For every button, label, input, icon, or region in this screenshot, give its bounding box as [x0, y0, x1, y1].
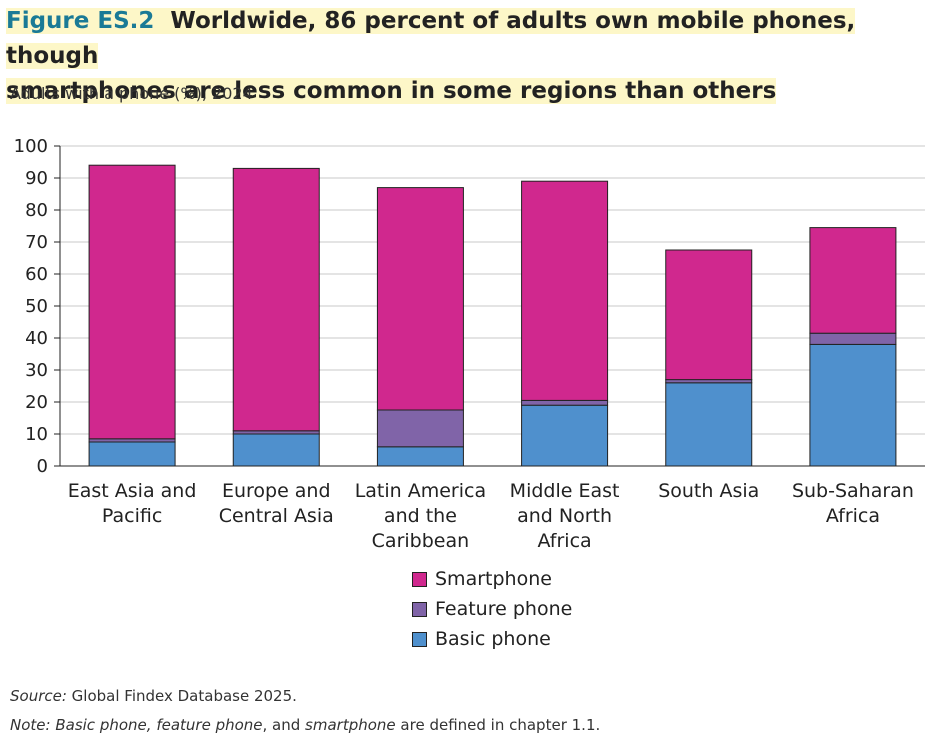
bar-smartphone [665, 249, 753, 381]
y-tick-label: 0 [37, 456, 48, 477]
y-tick-label: 10 [25, 424, 48, 445]
bar-feature-phone [809, 332, 897, 345]
note-term-smart: smartphone [305, 716, 396, 734]
legend-swatch [412, 601, 427, 617]
legend-item: Basic phone [412, 624, 572, 654]
source-text: Global Findex Database 2025. [66, 687, 297, 705]
chart-subtitle: Adults with a phone (%), 2024 [10, 84, 253, 103]
x-category-label: Sub-Saharan [792, 480, 914, 502]
bar-smartphone [809, 227, 897, 334]
note-sep-1: , [146, 716, 157, 734]
y-tick-label: 50 [25, 296, 48, 317]
x-category-label: Middle East [510, 480, 620, 502]
chart-legend: Smartphone Feature phone Basic phone [412, 564, 572, 654]
y-tick-label: 80 [25, 200, 48, 221]
note-term-feature: feature phone [156, 716, 263, 734]
x-category-label: Pacific [102, 505, 162, 527]
y-tick-label: 70 [25, 232, 48, 253]
bar-basic-phone [809, 343, 897, 467]
note-label: Note: [10, 716, 51, 734]
bar-smartphone [521, 180, 609, 401]
bar-basic-phone [665, 382, 753, 467]
note-line: Note: Basic phone, feature phone, and sm… [10, 716, 600, 734]
note-term-basic: Basic phone [55, 716, 147, 734]
y-tick-label: 20 [25, 392, 48, 413]
x-category-label: South Asia [658, 480, 759, 502]
legend-swatch [412, 571, 427, 587]
x-category-label: Central Asia [219, 505, 334, 527]
note-tail: are defined in chapter 1.1. [395, 716, 601, 734]
y-tick-label: 30 [25, 360, 48, 381]
legend-item: Feature phone [412, 594, 572, 624]
legend-swatch [412, 631, 427, 647]
bar-basic-phone [232, 433, 320, 467]
figure-label: Figure ES.2 [6, 8, 155, 34]
legend-label: Basic phone [435, 628, 551, 650]
x-category-label: Europe and [222, 480, 331, 502]
bar-feature-phone [376, 409, 464, 448]
bar-basic-phone [521, 404, 609, 467]
bar-basic-phone [376, 446, 464, 467]
x-category-label: Caribbean [372, 530, 470, 552]
x-category-label: East Asia and [68, 480, 197, 502]
bar-smartphone [376, 187, 464, 411]
legend-label: Feature phone [435, 598, 573, 620]
x-category-label: Africa [826, 505, 880, 527]
figure-title-line2: smartphones are less common in some regi… [6, 78, 777, 104]
stacked-bar-chart: 0 10 20 30 40 50 60 70 80 90 100 East Asia and Pacif… [14, 136, 925, 552]
x-category-label: and North [517, 505, 612, 527]
figure-title-line1: Worldwide, 86 percent of adults own mobi… [6, 8, 856, 69]
figure-title: Figure ES.2 Worldwide, 86 percent of adu… [6, 4, 906, 109]
x-category-label: Africa [537, 530, 591, 552]
x-category-label: and the [384, 505, 457, 527]
y-tick-label: 90 [25, 168, 48, 189]
bar-basic-phone [88, 441, 176, 467]
bar-feature-phone [521, 399, 609, 406]
source-line: Source: Global Findex Database 2025. [10, 687, 297, 705]
y-tick-label: 100 [14, 136, 48, 157]
bar-smartphone [88, 164, 176, 440]
x-category-label: Latin America [355, 480, 486, 502]
note-sep-2: , and [262, 716, 306, 734]
source-label: Source: [10, 687, 67, 705]
y-tick-label: 40 [25, 328, 48, 349]
y-tick-label: 60 [25, 264, 48, 285]
legend-label: Smartphone [435, 568, 552, 590]
bar-smartphone [232, 167, 320, 432]
legend-item: Smartphone [412, 564, 572, 594]
